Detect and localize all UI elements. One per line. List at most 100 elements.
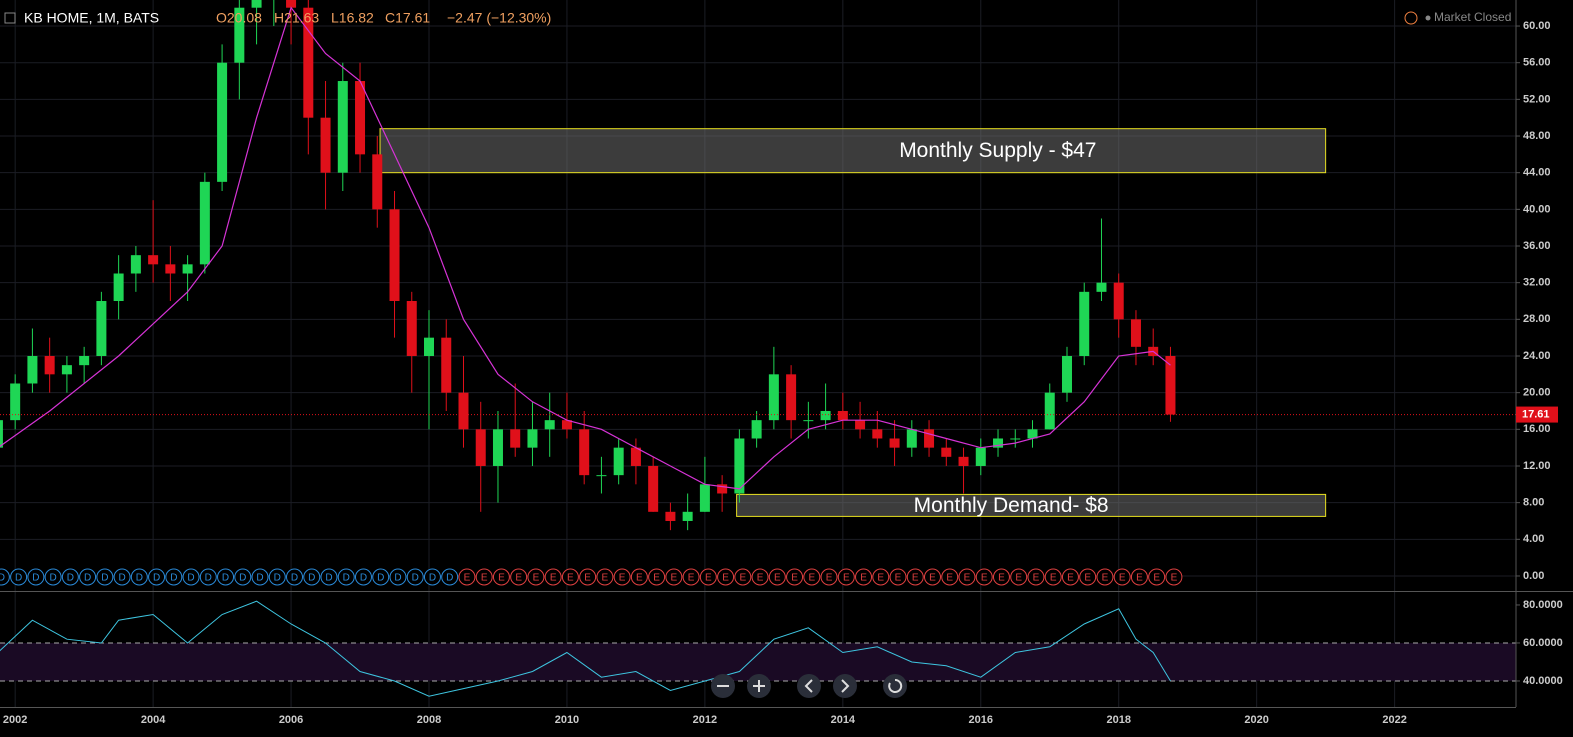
event-marker — [165, 568, 183, 586]
event-marker — [665, 568, 683, 586]
y-tick-label: 16.00 — [1523, 423, 1551, 435]
candle-body — [993, 438, 1004, 448]
candle-body — [889, 438, 900, 448]
candle-body — [372, 154, 383, 210]
y-tick-label: 32.00 — [1523, 277, 1551, 289]
y-tick-label: 28.00 — [1523, 313, 1551, 325]
event-label: E — [757, 573, 764, 584]
candle-body — [1044, 392, 1055, 430]
high: H21.63 — [274, 10, 319, 26]
event-marker — [113, 568, 131, 586]
event-marker — [510, 568, 528, 586]
nav-controls — [711, 674, 907, 698]
x-tick-label: 2016 — [969, 714, 993, 726]
event-marker — [889, 568, 907, 586]
candle-body — [355, 81, 366, 155]
x-tick-label: 2018 — [1106, 714, 1130, 726]
event-label: D — [291, 573, 298, 584]
candle-body — [10, 383, 21, 421]
event-marker — [130, 568, 148, 586]
candle-body — [165, 264, 176, 274]
reset[interactable] — [883, 674, 907, 698]
candle-body — [458, 392, 469, 430]
event-marker — [320, 568, 338, 586]
candle-body — [837, 410, 848, 421]
candle-body — [234, 7, 245, 63]
x-tick-label: 2014 — [831, 714, 856, 726]
candle-body — [475, 429, 486, 466]
event-marker — [837, 568, 855, 586]
candle-body — [527, 429, 538, 448]
y-tick-label: 60.0000 — [1523, 637, 1563, 649]
candle-body — [768, 374, 779, 421]
zone-label: Monthly Demand- $8 — [914, 494, 1109, 517]
y-tick-label: 80.0000 — [1523, 599, 1563, 611]
candle-body — [941, 447, 952, 457]
candle-body — [717, 484, 728, 494]
event-label: E — [722, 573, 729, 584]
event-marker — [1027, 568, 1045, 586]
event-label: D — [274, 573, 281, 584]
candle-body — [199, 181, 210, 265]
scroll-right[interactable] — [833, 674, 857, 698]
candle-body — [544, 420, 555, 430]
event-marker — [286, 568, 304, 586]
event-label: E — [498, 573, 505, 584]
event-marker — [855, 568, 873, 586]
event-label: D — [118, 573, 125, 584]
x-tick-label: 2012 — [693, 714, 717, 726]
event-marker — [906, 568, 924, 586]
candle-body — [613, 447, 624, 476]
scroll-left[interactable] — [797, 674, 821, 698]
candle-body — [424, 337, 435, 356]
event-marker — [199, 568, 217, 586]
icon — [841, 679, 850, 693]
zone — [379, 128, 1327, 174]
candle-body — [61, 365, 72, 375]
event-marker — [217, 568, 235, 586]
event-label: E — [1067, 573, 1074, 584]
candle-body — [96, 301, 107, 356]
candle-body — [975, 447, 986, 466]
event-marker — [941, 568, 959, 586]
candle-body — [492, 429, 503, 466]
event-marker — [527, 568, 545, 586]
event-label: E — [481, 573, 488, 584]
low: L16.82 — [331, 10, 374, 26]
candle-body — [337, 81, 348, 173]
x-tick-label: 2020 — [1244, 714, 1268, 726]
event-label: D — [308, 573, 315, 584]
event-label: E — [567, 573, 574, 584]
event-label: E — [584, 573, 591, 584]
event-label: E — [912, 573, 919, 584]
candle-body — [441, 337, 452, 393]
candle-body — [1165, 355, 1176, 415]
candle-body — [1130, 319, 1141, 347]
candle-body — [320, 117, 331, 173]
candle-body — [906, 429, 917, 448]
event-marker — [992, 568, 1010, 586]
event-marker — [303, 568, 321, 586]
candle-body — [786, 374, 797, 421]
event-label: E — [688, 573, 695, 584]
event-label: E — [964, 573, 971, 584]
candle-body — [803, 420, 814, 422]
candle-body — [579, 429, 590, 476]
y-tick-label: 24.00 — [1523, 350, 1551, 362]
event-marker — [1148, 568, 1166, 586]
candle-body — [734, 438, 745, 494]
last-price-tag — [1516, 406, 1558, 423]
open: O20.08 — [216, 10, 262, 26]
zone-label: Monthly Supply - $47 — [899, 139, 1096, 162]
symbol[interactable]: KB HOME, 1M, BATS — [24, 10, 159, 26]
event-label: E — [1153, 573, 1160, 584]
event-marker — [0, 568, 10, 586]
event-label: E — [705, 573, 712, 584]
event-marker — [337, 568, 355, 586]
event-label: E — [619, 573, 626, 584]
x-tick-label: 2022 — [1382, 714, 1406, 726]
expand-icon[interactable] — [4, 12, 16, 24]
event-label: E — [671, 573, 678, 584]
status-icon — [1404, 11, 1418, 25]
